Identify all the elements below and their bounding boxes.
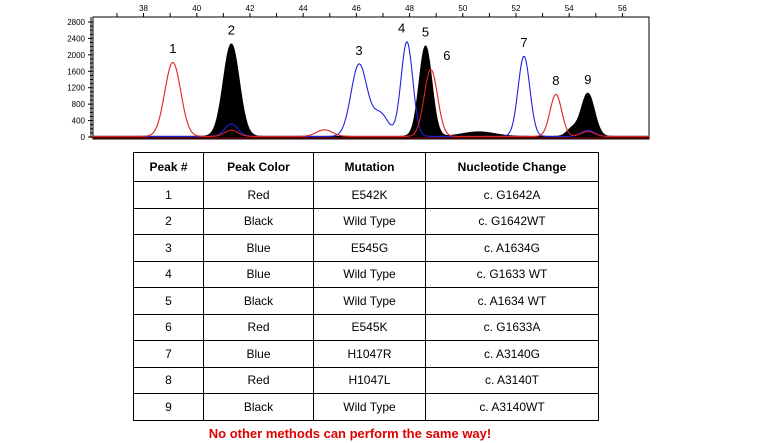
x-tick-label: 48	[405, 4, 414, 13]
mutation-cell: Wild Type	[313, 260, 426, 288]
peak-color-cell: Black	[203, 287, 314, 315]
peak-number-cell: 6	[133, 313, 204, 341]
table-row: 1 Red E542K c. G1642A	[133, 181, 599, 209]
mutation-cell: E545G	[313, 234, 426, 262]
peak-color-cell: Black	[203, 207, 314, 235]
table-row: 9 Black Wild Type c. A3140WT	[133, 393, 599, 421]
peak-label: 4	[398, 21, 405, 36]
y-tick-label: 2000	[67, 51, 85, 60]
peak-label: 5	[422, 25, 429, 40]
peak-label: 2	[228, 23, 235, 38]
x-tick-label: 46	[352, 4, 361, 13]
peak-color-cell: Blue	[203, 260, 314, 288]
mutation-cell: H1047L	[313, 366, 426, 394]
peak-number-cell: 7	[133, 340, 204, 368]
peak-number-cell: 2	[133, 207, 204, 235]
nucleotide-change-cell: c. A3140G	[425, 340, 599, 368]
x-tick-label: 38	[139, 4, 148, 13]
peak-color-cell: Blue	[203, 340, 314, 368]
x-tick-label: 42	[246, 4, 255, 13]
peak-label: 8	[552, 73, 559, 88]
header-peak: Peak #	[133, 152, 204, 182]
table-row: 6 Red E545K c. G1633A	[133, 313, 599, 341]
peak-color-cell: Black	[203, 393, 314, 421]
series-blue-trace	[93, 41, 649, 137]
x-tick-label: 50	[458, 4, 467, 13]
mutation-cell: Wild Type	[313, 207, 426, 235]
table-row: 4 Blue Wild Type c. G1633 WT	[133, 260, 599, 288]
plot-frame	[92, 16, 650, 140]
nucleotide-change-cell: c. A1634G	[425, 234, 599, 262]
table-row: 2 Black Wild Type c. G1642WT	[133, 207, 599, 235]
y-tick-label: 1600	[67, 67, 85, 76]
header-color: Peak Color	[203, 152, 314, 182]
nucleotide-change-cell: c. G1642WT	[425, 207, 599, 235]
table-header-row: Peak # Peak Color Mutation Nucleotide Ch…	[133, 152, 599, 182]
table-row: 5 Black Wild Type c. A1634 WT	[133, 287, 599, 315]
y-tick-label: 2400	[67, 34, 85, 43]
peak-number-cell: 3	[133, 234, 204, 262]
table-row: 3 Blue E545G c. A1634G	[133, 234, 599, 262]
mutation-table: Peak # Peak Color Mutation Nucleotide Ch…	[133, 152, 599, 421]
peak-color-cell: Blue	[203, 234, 314, 262]
peak-number-cell: 5	[133, 287, 204, 315]
x-tick-label: 44	[299, 4, 308, 13]
peak-number-cell: 4	[133, 260, 204, 288]
y-tick-label: 2800	[67, 18, 85, 27]
y-tick-label: 1200	[67, 84, 85, 93]
table-row: 7 Blue H1047R c. A3140G	[133, 340, 599, 368]
mutation-cell: E542K	[313, 181, 426, 209]
header-mutation: Mutation	[313, 152, 426, 182]
peak-number-cell: 1	[133, 181, 204, 209]
peak-label: 1	[169, 41, 176, 56]
table-row: 8 Red H1047L c. A3140T	[133, 366, 599, 394]
mutation-cell: H1047R	[313, 340, 426, 368]
y-tick-label: 400	[72, 117, 86, 126]
peak-label: 3	[355, 43, 362, 58]
footer-note: No other methods can perform the same wa…	[208, 426, 492, 441]
nucleotide-change-cell: c. A3140T	[425, 366, 599, 394]
mutation-cell: Wild Type	[313, 287, 426, 315]
peak-color-cell: Red	[203, 181, 314, 209]
x-tick-label: 52	[512, 4, 521, 13]
x-tick-label: 56	[618, 4, 627, 13]
nucleotide-change-cell: c. G1642A	[425, 181, 599, 209]
mutation-cell: E545K	[313, 313, 426, 341]
peak-number-cell: 8	[133, 366, 204, 394]
peak-label: 7	[520, 35, 527, 50]
nucleotide-change-cell: c. G1633A	[425, 313, 599, 341]
peak-color-cell: Red	[203, 366, 314, 394]
x-tick-label: 40	[192, 4, 201, 13]
nucleotide-change-cell: c. G1633 WT	[425, 260, 599, 288]
peak-label: 6	[443, 48, 450, 63]
electropherogram-chart: 38 40 42 44 46 48 50 52 54 5604008001200160020002…	[67, 4, 650, 142]
nucleotide-change-cell: c. A1634 WT	[425, 287, 599, 315]
y-tick-label: 800	[72, 100, 86, 109]
mutation-cell: Wild Type	[313, 393, 426, 421]
header-nucleotide: Nucleotide Change	[425, 152, 599, 182]
peak-number-cell: 9	[133, 393, 204, 421]
nucleotide-change-cell: c. A3140WT	[425, 393, 599, 421]
series-red-trace	[93, 61, 649, 137]
x-tick-label: 54	[565, 4, 574, 13]
peak-label: 9	[584, 72, 591, 87]
peak-color-cell: Red	[203, 313, 314, 341]
y-tick-label: 0	[81, 133, 86, 142]
